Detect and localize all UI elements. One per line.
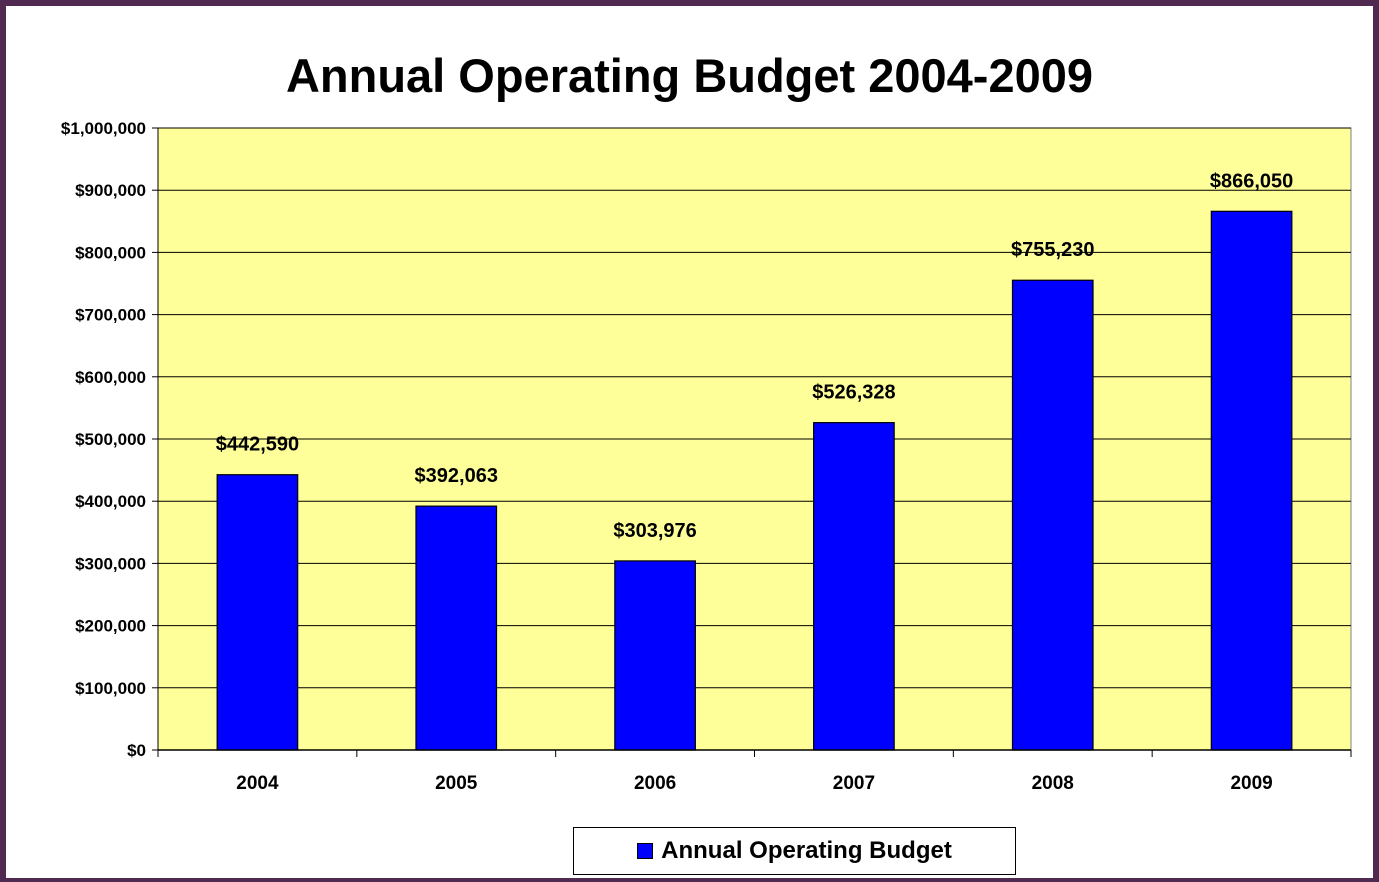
legend-label: Annual Operating Budget <box>661 837 952 864</box>
data-label-2005: $392,063 <box>415 465 498 487</box>
y-tick-label: $100,000 <box>75 679 146 698</box>
data-label-2006: $303,976 <box>613 520 696 542</box>
x-tick-label: 2006 <box>634 773 676 794</box>
data-label-2008: $755,230 <box>1011 239 1094 261</box>
data-label-2004: $442,590 <box>216 434 299 456</box>
x-tick-label: 2007 <box>833 773 875 794</box>
y-tick-label: $900,000 <box>75 181 146 200</box>
y-tick-label: $1,000,000 <box>61 119 146 138</box>
y-tick-label: $800,000 <box>75 243 146 262</box>
bar-2008 <box>1011 279 1094 751</box>
legend: Annual Operating Budget <box>573 827 1016 875</box>
x-tick-label: 2005 <box>435 773 478 794</box>
bar-2005 <box>415 505 498 751</box>
y-tick-label: $200,000 <box>75 617 146 636</box>
bar-2004 <box>216 474 299 751</box>
x-tick-label: 2009 <box>1230 773 1272 794</box>
y-tick-label: $500,000 <box>75 430 146 449</box>
data-label-2009: $866,050 <box>1210 170 1293 192</box>
y-tick-label: $600,000 <box>75 368 146 387</box>
y-tick-label: $400,000 <box>75 492 146 511</box>
y-tick-label: $0 <box>127 741 146 760</box>
bar-2007 <box>813 422 895 751</box>
data-label-2007: $526,328 <box>812 382 895 404</box>
bar-2009 <box>1210 210 1293 751</box>
y-tick-label: $300,000 <box>75 554 146 573</box>
chart-title: Annual Operating Budget 2004-2009 <box>285 49 1094 102</box>
y-tick-label: $700,000 <box>75 306 146 325</box>
bar-2006 <box>614 560 696 751</box>
legend-swatch <box>637 843 654 859</box>
x-tick-label: 2008 <box>1032 773 1074 794</box>
x-tick-label: 2004 <box>236 773 279 794</box>
